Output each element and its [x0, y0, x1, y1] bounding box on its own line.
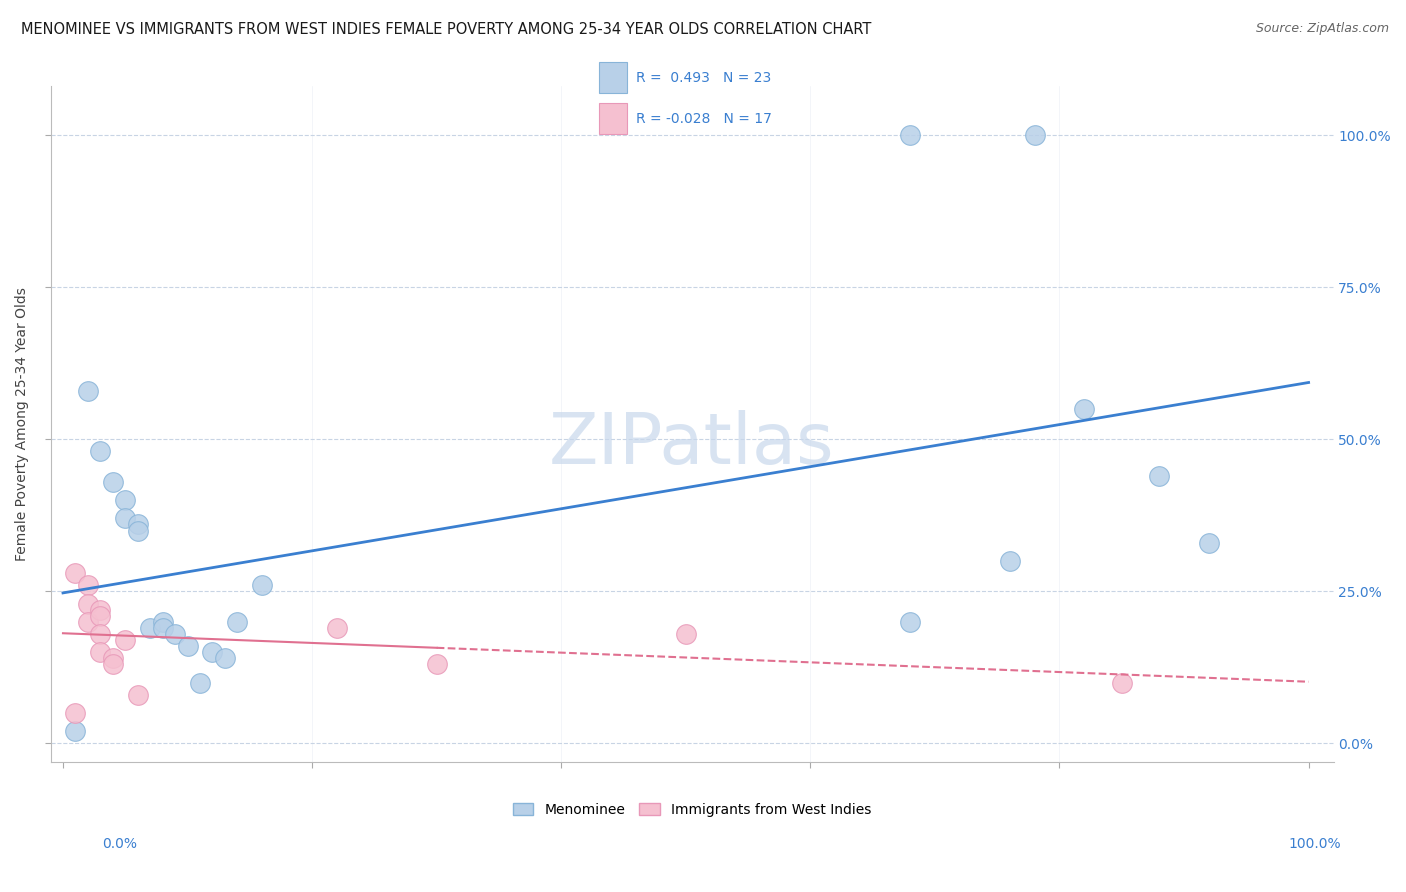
- Point: [89, 627, 111, 641]
- Text: 100.0%: 100.0%: [1288, 837, 1341, 851]
- Point: [89, 645, 111, 659]
- Point: [114, 511, 136, 525]
- Text: ZIPatlas: ZIPatlas: [550, 409, 835, 479]
- Point: [1111, 675, 1133, 690]
- Legend: Menominee, Immigrants from West Indies: Menominee, Immigrants from West Indies: [508, 797, 877, 822]
- Point: [1198, 535, 1220, 549]
- Point: [77, 384, 100, 398]
- Point: [898, 128, 921, 142]
- Point: [127, 688, 149, 702]
- Text: R =  0.493   N = 23: R = 0.493 N = 23: [636, 70, 770, 85]
- Point: [89, 602, 111, 616]
- Point: [89, 444, 111, 458]
- Point: [127, 517, 149, 532]
- Point: [1073, 401, 1095, 416]
- Point: [675, 627, 697, 641]
- FancyBboxPatch shape: [599, 103, 627, 134]
- Point: [326, 621, 349, 635]
- Point: [89, 608, 111, 623]
- Point: [426, 657, 449, 672]
- Point: [152, 615, 174, 629]
- Point: [101, 651, 124, 665]
- Point: [77, 615, 100, 629]
- Point: [139, 621, 162, 635]
- Point: [252, 578, 274, 592]
- Point: [65, 566, 87, 581]
- Y-axis label: Female Poverty Among 25-34 Year Olds: Female Poverty Among 25-34 Year Olds: [15, 287, 30, 561]
- Point: [1147, 468, 1170, 483]
- Point: [152, 621, 174, 635]
- Point: [65, 724, 87, 739]
- Point: [114, 633, 136, 648]
- Text: MENOMINEE VS IMMIGRANTS FROM WEST INDIES FEMALE POVERTY AMONG 25-34 YEAR OLDS CO: MENOMINEE VS IMMIGRANTS FROM WEST INDIES…: [21, 22, 872, 37]
- Point: [165, 627, 187, 641]
- Point: [127, 524, 149, 538]
- Point: [188, 675, 211, 690]
- Point: [176, 639, 198, 653]
- Point: [898, 615, 921, 629]
- Text: 0.0%: 0.0%: [103, 837, 136, 851]
- Point: [201, 645, 224, 659]
- Text: Source: ZipAtlas.com: Source: ZipAtlas.com: [1256, 22, 1389, 36]
- Point: [214, 651, 236, 665]
- FancyBboxPatch shape: [599, 62, 627, 93]
- Point: [77, 578, 100, 592]
- Point: [998, 554, 1021, 568]
- Point: [1024, 128, 1046, 142]
- Text: R = -0.028   N = 17: R = -0.028 N = 17: [636, 112, 772, 126]
- Point: [101, 475, 124, 489]
- Point: [77, 597, 100, 611]
- Point: [101, 657, 124, 672]
- Point: [65, 706, 87, 720]
- Point: [114, 493, 136, 508]
- Point: [226, 615, 249, 629]
